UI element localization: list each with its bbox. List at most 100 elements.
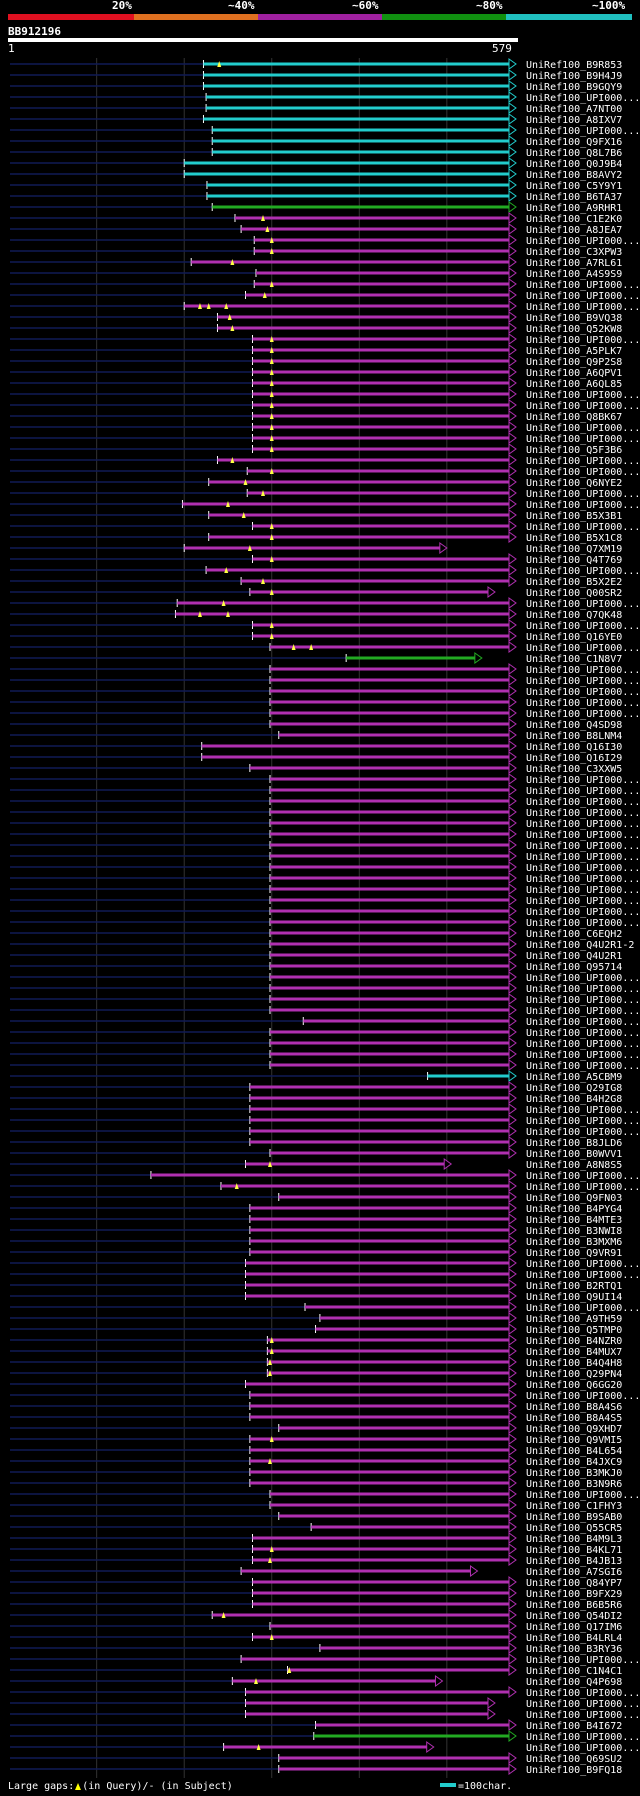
hit-label: UniRef100_Q16YE0 xyxy=(526,632,622,643)
gap-marker xyxy=(269,523,274,529)
hit-label: UniRef100_Q5TMP0 xyxy=(526,1325,622,1336)
hit-arrowhead xyxy=(508,773,517,785)
hit-label: UniRef100_Q4P698 xyxy=(526,1677,622,1688)
hit-arrowhead xyxy=(508,1125,517,1137)
hit-arrowhead xyxy=(508,410,517,422)
hit-label: UniRef100_Q55CR5 xyxy=(526,1523,622,1534)
hit-label: UniRef100_Q9XHD7 xyxy=(526,1424,622,1435)
hit-arrowhead xyxy=(439,542,448,554)
hit-label: UniRef100_UPI000... xyxy=(526,709,640,720)
hit-arrowhead xyxy=(508,971,517,983)
legend-swatch-green xyxy=(382,14,506,20)
hit-arrowhead xyxy=(508,465,517,477)
query-title: BB912196 xyxy=(8,25,61,38)
hit-arrowhead xyxy=(508,1664,517,1676)
hit-arrowhead xyxy=(508,674,517,686)
hit-label: UniRef100_UPI000... xyxy=(526,687,640,698)
hit-label: UniRef100_UPI000... xyxy=(526,1182,640,1193)
hit-label: UniRef100_UPI000... xyxy=(526,841,640,852)
hit-arrowhead xyxy=(508,1312,517,1324)
hit-arrowhead xyxy=(508,817,517,829)
hit-arrowhead xyxy=(508,1752,517,1764)
hit-label: UniRef100_Q9VMI5 xyxy=(526,1435,622,1446)
hit-label: UniRef100_B9H4J9 xyxy=(526,71,622,82)
gap-marker xyxy=(269,281,274,287)
hit-arrowhead xyxy=(508,949,517,961)
hit-arrowhead xyxy=(508,1048,517,1060)
hit-label: UniRef100_UPI000... xyxy=(526,1127,640,1138)
legend-label-60: ~60% xyxy=(352,0,379,12)
hit-arrowhead xyxy=(508,520,517,532)
hit-label: UniRef100_B9SAB0 xyxy=(526,1512,622,1523)
gap-marker xyxy=(206,303,211,309)
hit-label: UniRef100_Q6NYE2 xyxy=(526,478,622,489)
hit-label: UniRef100_B4MUX7 xyxy=(526,1347,622,1358)
gap-marker xyxy=(261,215,265,221)
hit-label: UniRef100_Q16I30 xyxy=(526,742,622,753)
hit-label: UniRef100_B4H2G8 xyxy=(526,1094,622,1105)
hit-label: UniRef100_UPI000... xyxy=(526,896,640,907)
hit-arrowhead xyxy=(508,1301,517,1313)
hit-arrowhead xyxy=(508,300,517,312)
hit-arrowhead xyxy=(508,146,517,158)
hit-label: UniRef100_Q84YP7 xyxy=(526,1578,622,1589)
scale-note: =100char. xyxy=(440,1780,512,1794)
hit-arrowhead xyxy=(508,894,517,906)
hit-arrowhead xyxy=(508,168,517,180)
hit-label: UniRef100_UPI000... xyxy=(526,500,640,511)
hit-arrowhead xyxy=(508,476,517,488)
gap-marker xyxy=(230,259,235,265)
gap-marker xyxy=(197,303,202,309)
hit-arrowhead xyxy=(508,1268,517,1280)
gap-marker xyxy=(256,1744,261,1750)
hit-arrowhead xyxy=(508,344,517,356)
hit-arrowhead xyxy=(508,1620,517,1632)
hit-label: UniRef100_Q9FX16 xyxy=(526,137,622,148)
hit-arrowhead xyxy=(508,1356,517,1368)
hit-arrowhead xyxy=(508,927,517,939)
hit-arrowhead xyxy=(508,707,517,719)
gap-marker xyxy=(268,1458,273,1464)
legend-swatch-purple xyxy=(258,14,382,20)
hit-label: UniRef100_UPI000... xyxy=(526,280,640,291)
hit-label: UniRef100_UPI000... xyxy=(526,1017,640,1028)
gap-marker xyxy=(268,1370,273,1376)
hit-label: UniRef100_UPI000... xyxy=(526,797,640,808)
hit-label: UniRef100_B9R853 xyxy=(526,60,622,71)
hit-arrowhead xyxy=(508,1455,517,1467)
hit-arrowhead xyxy=(508,839,517,851)
hit-label: UniRef100_UPI000... xyxy=(526,676,640,687)
hit-label: UniRef100_UPI000... xyxy=(526,665,640,676)
hit-label: UniRef100_A8IXV7 xyxy=(526,115,622,126)
hit-label: UniRef100_B4M9L3 xyxy=(526,1534,622,1545)
hit-arrowhead xyxy=(508,366,517,378)
gap-marker xyxy=(197,611,202,617)
hit-arrowhead xyxy=(508,806,517,818)
gap-marker xyxy=(291,644,296,650)
gap-marker xyxy=(225,501,230,507)
hit-arrowhead xyxy=(508,1466,517,1478)
footer-legend: Large gaps: (in Query)/- (in Subject) =10… xyxy=(0,1778,640,1796)
hit-label: UniRef100_UPI000... xyxy=(526,1303,640,1314)
hit-label: UniRef100_Q16I29 xyxy=(526,753,622,764)
hit-label: UniRef100_UPI000... xyxy=(526,335,640,346)
hit-arrowhead xyxy=(508,1235,517,1247)
hit-label: UniRef100_UPI000... xyxy=(526,1028,640,1039)
hit-arrowhead xyxy=(508,1499,517,1511)
gap-marker xyxy=(217,61,222,67)
hit-label: UniRef100_B3N9R6 xyxy=(526,1479,622,1490)
hit-label: UniRef100_UPI000... xyxy=(526,874,640,885)
hit-label: UniRef100_UPI000... xyxy=(526,1050,640,1061)
hit-label: UniRef100_B9GQY9 xyxy=(526,82,622,93)
hit-arrowhead xyxy=(508,685,517,697)
hit-arrowhead xyxy=(508,751,517,763)
hit-label: UniRef100_B3NWI8 xyxy=(526,1226,622,1237)
gap-marker xyxy=(241,512,246,518)
hit-label: UniRef100_B3MKJ0 xyxy=(526,1468,622,1479)
gap-marker xyxy=(287,1667,292,1673)
hit-arrowhead xyxy=(508,1631,517,1643)
hit-arrowhead xyxy=(508,861,517,873)
legend-label-20: 20% xyxy=(112,0,132,12)
hit-label: UniRef100_C3XXW5 xyxy=(526,764,622,775)
hit-label: UniRef100_UPI000... xyxy=(526,467,640,478)
